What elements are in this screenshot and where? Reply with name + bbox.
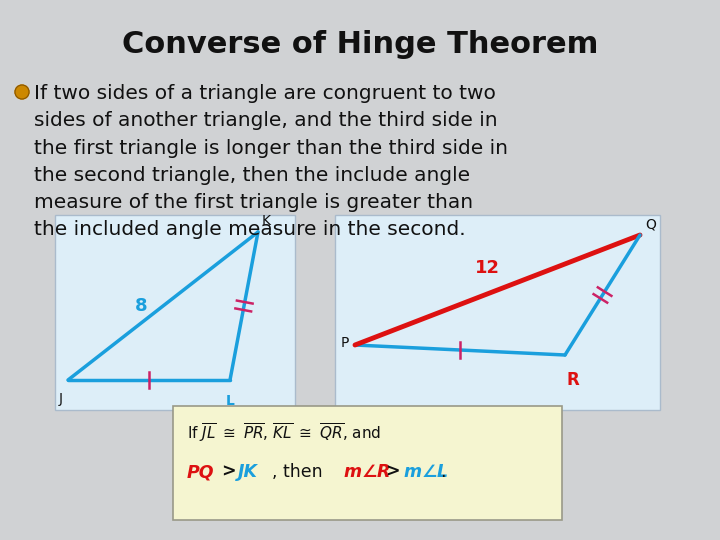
FancyBboxPatch shape	[55, 215, 295, 410]
Text: $\bfit{m}$$\bfit{\angle}$$\bfit{R}$: $\bfit{m}$$\bfit{\angle}$$\bfit{R}$	[343, 463, 390, 481]
Text: >: >	[385, 463, 400, 481]
Text: 8: 8	[135, 297, 148, 315]
Text: If two sides of a triangle are congruent to two
sides of another triangle, and t: If two sides of a triangle are congruent…	[34, 84, 508, 239]
Text: Q: Q	[645, 217, 656, 231]
Text: P: P	[341, 336, 349, 350]
Text: Converse of Hinge Theorem: Converse of Hinge Theorem	[122, 30, 598, 59]
Text: JK: JK	[238, 463, 258, 481]
FancyBboxPatch shape	[173, 406, 562, 520]
Text: , then: , then	[272, 463, 323, 481]
Text: L: L	[226, 394, 235, 408]
Circle shape	[15, 85, 29, 99]
Text: >: >	[221, 463, 235, 481]
FancyBboxPatch shape	[335, 215, 660, 410]
Text: J: J	[59, 392, 63, 406]
Text: R: R	[567, 371, 580, 389]
Text: K: K	[262, 214, 271, 228]
Text: 12: 12	[475, 259, 500, 277]
Text: .: .	[440, 463, 446, 481]
Text: PQ: PQ	[187, 463, 215, 481]
Text: If $\overline{JL}$ $\cong$ $\overline{PR}$, $\overline{KL}$ $\cong$ $\overline{Q: If $\overline{JL}$ $\cong$ $\overline{PR…	[187, 422, 381, 445]
Text: $\bfit{m}$$\bfit{\angle}$$\bfit{L}$: $\bfit{m}$$\bfit{\angle}$$\bfit{L}$	[403, 463, 449, 481]
